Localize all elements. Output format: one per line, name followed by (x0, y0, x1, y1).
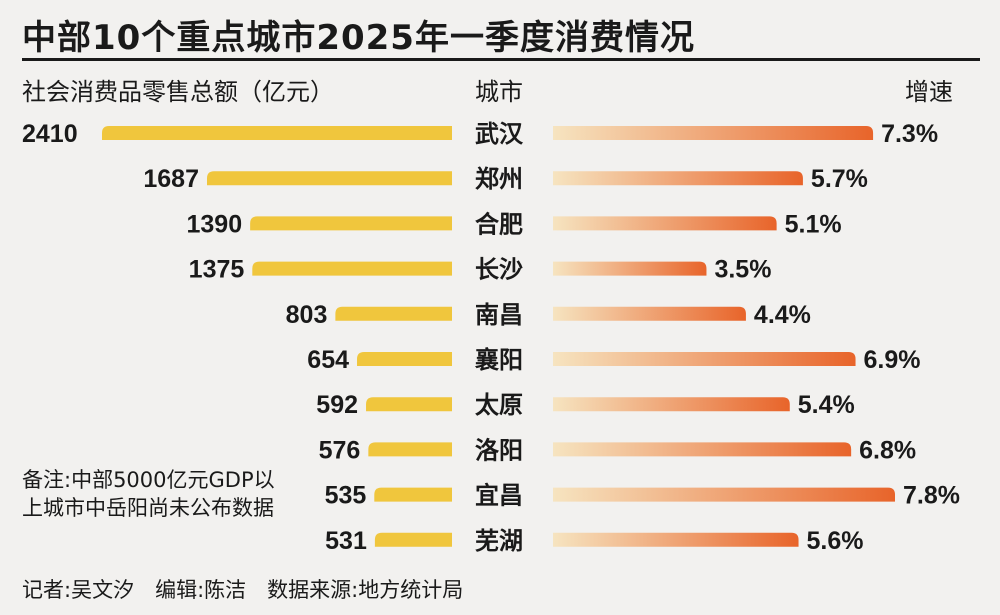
retail-sales-label: 1375 (189, 256, 245, 284)
retail-sales-label: 654 (307, 346, 349, 374)
retail-sales-label: 1390 (187, 210, 243, 238)
retail-sales-label: 2410 (22, 120, 78, 148)
retail-sales-label: 535 (325, 482, 367, 510)
growth-rate-bar (553, 261, 707, 276)
growth-rate-bar (553, 397, 790, 412)
retail-sales-bar (357, 352, 452, 366)
growth-rate-label: 4.4% (754, 301, 811, 329)
growth-rate-bar (553, 171, 803, 186)
city-label: 郑州 (475, 165, 523, 193)
city-label: 南昌 (475, 301, 523, 329)
credit-line: 记者:吴文汐 编辑:陈洁 数据来源:地方统计局 (22, 578, 464, 602)
growth-rate-bar (553, 306, 746, 321)
growth-rate-label: 5.4% (798, 391, 855, 419)
city-label: 芜湖 (475, 527, 523, 555)
retail-sales-bar (102, 126, 452, 140)
growth-rate-label: 6.9% (864, 346, 921, 374)
retail-sales-bar (252, 261, 452, 276)
growth-rate-bar (553, 126, 874, 140)
growth-rate-bar (553, 487, 895, 502)
retail-sales-label: 576 (319, 436, 361, 464)
growth-rate-label: 7.3% (881, 120, 938, 148)
footnote: 备注:中部5000亿元GDP以上城市中岳阳尚未公布数据 (22, 468, 275, 520)
growth-header: 增速 (905, 78, 953, 106)
growth-rate-label: 3.5% (714, 256, 771, 284)
city-label: 洛阳 (475, 436, 523, 464)
growth-rate-label: 6.8% (859, 436, 916, 464)
retail-sales-bar (207, 171, 452, 186)
retail-sales-bar (335, 306, 452, 321)
retail-sales-bar (250, 216, 452, 231)
chart-title: 中部10个重点城市2025年一季度消费情况 (22, 18, 695, 58)
growth-rate-bar (553, 532, 799, 547)
city-header: 城市 (475, 78, 523, 106)
retail-sales-bar (366, 397, 452, 412)
city-label: 长沙 (475, 256, 523, 284)
retail-sales-label: 592 (316, 391, 358, 419)
city-label: 太原 (475, 391, 523, 419)
retail-sales-bar (374, 532, 452, 547)
retail-sales-label: 531 (325, 527, 367, 555)
growth-rate-bar (553, 442, 852, 457)
city-label: 襄阳 (474, 346, 523, 374)
retail-sales-bar (368, 442, 452, 457)
growth-rate-label: 5.7% (811, 165, 868, 193)
growth-rate-bar (553, 216, 777, 231)
retail-sales-header: 社会消费品零售总额（亿元） (22, 78, 334, 106)
retail-sales-label: 803 (286, 301, 328, 329)
city-label: 合肥 (475, 210, 523, 238)
growth-rate-bar (553, 352, 856, 366)
city-label: 宜昌 (475, 482, 523, 510)
growth-rate-label: 5.6% (807, 527, 864, 555)
title-divider (22, 58, 980, 61)
retail-sales-label: 1687 (143, 165, 199, 193)
growth-rate-label: 5.1% (785, 210, 842, 238)
growth-rate-label: 7.8% (903, 482, 960, 510)
retail-sales-bar (374, 487, 452, 502)
city-label: 武汉 (475, 120, 524, 148)
